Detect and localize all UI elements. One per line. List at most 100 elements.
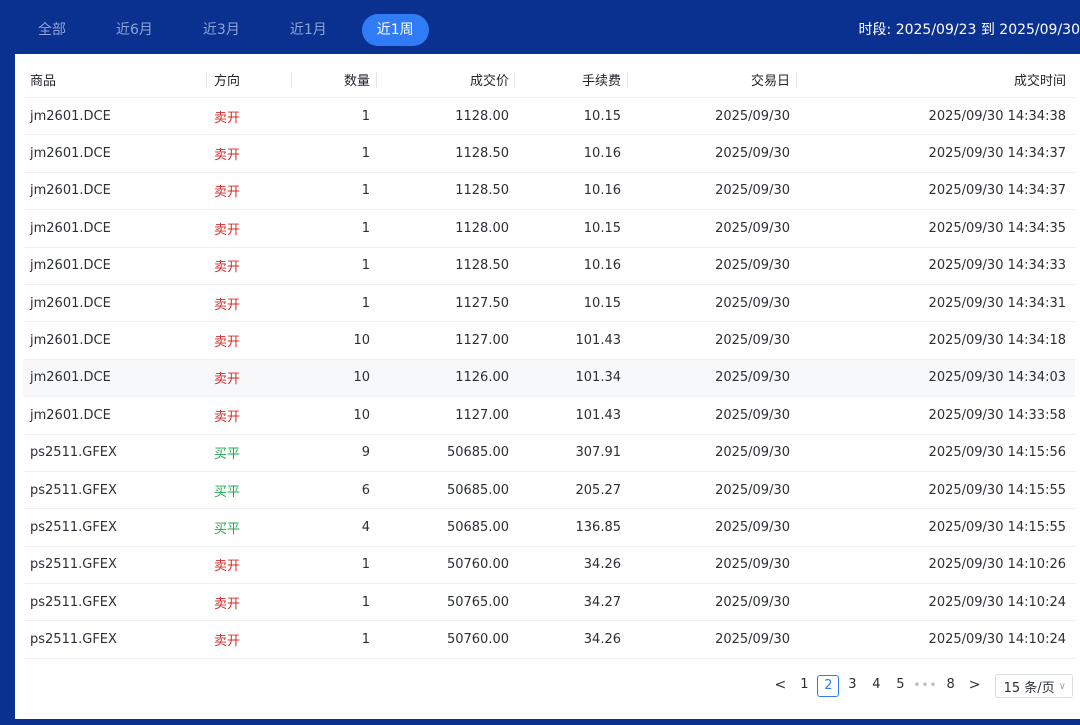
trade-date-cell: 2025/09/30 [715, 108, 790, 124]
column-divider [514, 72, 515, 88]
fee-cell: 101.43 [575, 407, 622, 423]
table-row[interactable]: jm2601.DCE 卖开 10 1127.00 101.43 2025/09/30 202… [23, 397, 1075, 435]
more-pages-ellipsis[interactable]: ••• [913, 678, 938, 692]
direction-cell: 卖开 [214, 409, 241, 425]
tab-6-months[interactable]: 近6月 [116, 22, 153, 38]
price-cell: 1128.50 [455, 258, 509, 274]
quantity-cell: 1 [361, 108, 370, 124]
table-row[interactable]: jm2601.DCE 卖开 10 1127.00 101.43 2025/09/30 202… [23, 322, 1075, 360]
item-cell: ps2511.GFEX [30, 482, 117, 498]
trade-time-cell: 2025/09/30 14:15:56 [928, 445, 1066, 461]
page-2-button[interactable]: 2 [817, 675, 840, 697]
prev-page-button[interactable]: < [774, 677, 787, 693]
direction-cell: 卖开 [214, 634, 241, 650]
page-5-button[interactable]: 5 [896, 677, 905, 692]
price-cell: 1128.50 [455, 183, 509, 199]
price-cell: 50685.00 [446, 445, 509, 461]
quantity-cell: 10 [353, 370, 370, 386]
table-row[interactable]: ps2511.GFEX 买平 4 50685.00 136.85 2025/09/30 20… [23, 509, 1075, 547]
quantity-cell: 1 [361, 557, 370, 573]
price-cell: 1127.00 [455, 407, 509, 423]
trade-date-cell: 2025/09/30 [715, 445, 790, 461]
item-cell: jm2601.DCE [30, 183, 111, 199]
tab-1-week[interactable]: 近1周 [361, 14, 429, 46]
column-divider [796, 72, 797, 88]
page-3-button[interactable]: 3 [848, 677, 857, 692]
direction-cell: 卖开 [214, 297, 241, 313]
trade-time-cell: 2025/09/30 14:34:35 [928, 220, 1066, 236]
direction-cell: 买平 [214, 521, 241, 537]
item-cell: ps2511.GFEX [30, 445, 117, 461]
trade-date-cell: 2025/09/30 [715, 557, 790, 573]
tab-1-month[interactable]: 近1月 [289, 22, 327, 38]
table-row[interactable]: jm2601.DCE 卖开 10 1126.00 101.34 2025/09/30 202… [23, 359, 1075, 398]
trade-time-cell: 2025/09/30 14:34:37 [928, 183, 1066, 199]
quantity-cell: 6 [361, 482, 370, 498]
table-row[interactable]: jm2601.DCE 卖开 1 1127.50 10.15 2025/09/30 2025/… [23, 285, 1075, 323]
chevron-down-icon: ∨ [1058, 680, 1066, 692]
table-header: 商品 方向 数量 成交价 手续费 交易日 成交时间 [23, 62, 1075, 98]
trade-date-cell: 2025/09/30 [715, 482, 790, 498]
table-row[interactable]: jm2601.DCE 卖开 1 1128.50 10.16 2025/09/30 2025/… [23, 248, 1075, 285]
fee-cell: 10.16 [583, 146, 621, 162]
page-size-value: 15 条/页 [1003, 680, 1055, 696]
item-cell: ps2511.GFEX [30, 519, 117, 535]
table-row[interactable]: ps2511.GFEX 卖开 1 50760.00 34.26 2025/09/30 202… [23, 621, 1075, 659]
page-size-select[interactable]: 15 条/页 ∨ [994, 674, 1073, 698]
trade-time-cell: 2025/09/30 14:34:37 [928, 146, 1066, 162]
quantity-cell: 1 [361, 632, 370, 648]
direction-cell: 卖开 [214, 559, 241, 575]
page-4-button[interactable]: 4 [872, 677, 881, 692]
page-1-button[interactable]: 1 [800, 677, 809, 692]
trade-time-cell: 2025/09/30 14:15:55 [928, 519, 1066, 535]
column-divider [291, 72, 292, 88]
direction-cell: 卖开 [214, 596, 241, 612]
item-cell: jm2601.DCE [30, 108, 111, 124]
trade-time-cell: 2025/09/30 14:34:38 [928, 108, 1066, 124]
trade-date-cell: 2025/09/30 [715, 220, 790, 236]
fee-cell: 10.15 [583, 220, 621, 236]
trade-time-cell: 2025/09/30 14:10:24 [928, 632, 1066, 648]
trade-date-cell: 2025/09/30 [715, 594, 790, 610]
quantity-cell: 10 [353, 333, 370, 349]
table-row[interactable]: ps2511.GFEX 卖开 1 50760.00 34.26 2025/09/30 202… [23, 547, 1075, 585]
item-cell: jm2601.DCE [30, 220, 111, 236]
table-body: jm2601.DCE 卖开 1 1128.00 10.15 2025/09/30 2025/… [23, 98, 1075, 659]
trade-date-cell: 2025/09/30 [715, 407, 790, 423]
item-cell: jm2601.DCE [30, 333, 111, 349]
item-cell: jm2601.DCE [30, 407, 111, 423]
page-8-button[interactable]: 8 [946, 677, 955, 692]
table-row[interactable]: ps2511.GFEX 买平 9 50685.00 307.91 2025/09/30 20… [23, 435, 1075, 472]
next-page-button[interactable]: > [968, 677, 981, 693]
trades-panel: 商品 方向 数量 成交价 手续费 交易日 成交时间 jm2601.DCE 卖开 1 1… [15, 54, 1080, 719]
fee-cell: 10.15 [583, 295, 621, 311]
fee-cell: 34.27 [583, 594, 621, 610]
trades-table: 商品 方向 数量 成交价 手续费 交易日 成交时间 jm2601.DCE 卖开 1 1… [23, 62, 1075, 659]
fee-cell: 307.91 [575, 445, 622, 461]
table-row[interactable]: jm2601.DCE 卖开 1 1128.00 10.15 2025/09/30 2025/… [23, 210, 1075, 248]
column-divider [627, 72, 628, 88]
fee-cell: 136.85 [575, 519, 622, 535]
trade-time-cell: 2025/09/30 14:34:31 [928, 295, 1066, 311]
column-header-price: 成交价 [469, 74, 509, 89]
trade-time-cell: 2025/09/30 14:15:55 [928, 482, 1066, 498]
tab-3-months[interactable]: 近3月 [202, 22, 240, 38]
table-row[interactable]: jm2601.DCE 卖开 1 1128.00 10.15 2025/09/30 2025/… [23, 98, 1075, 136]
quantity-cell: 1 [361, 594, 370, 610]
tab-all[interactable]: 全部 [38, 22, 66, 38]
item-cell: jm2601.DCE [30, 146, 111, 162]
price-cell: 50685.00 [446, 519, 509, 535]
column-header-fee: 手续费 [581, 74, 621, 89]
price-cell: 1128.00 [455, 108, 509, 124]
column-divider [206, 72, 207, 88]
table-row[interactable]: ps2511.GFEX 卖开 1 50765.00 34.27 2025/09/30 202… [23, 584, 1075, 622]
table-row[interactable]: jm2601.DCE 卖开 1 1128.50 10.16 2025/09/30 2025/… [23, 173, 1075, 211]
trade-date-cell: 2025/09/30 [715, 258, 790, 274]
item-cell: ps2511.GFEX [30, 557, 117, 573]
quantity-cell: 10 [353, 407, 370, 423]
price-cell: 1127.00 [455, 333, 509, 349]
trade-date-cell: 2025/09/30 [715, 333, 790, 349]
table-row[interactable]: jm2601.DCE 卖开 1 1128.50 10.16 2025/09/30 2025/… [23, 135, 1075, 173]
trade-time-cell: 2025/09/30 14:34:03 [928, 370, 1066, 386]
table-row[interactable]: ps2511.GFEX 买平 6 50685.00 205.27 2025/09/30 20… [23, 472, 1075, 510]
